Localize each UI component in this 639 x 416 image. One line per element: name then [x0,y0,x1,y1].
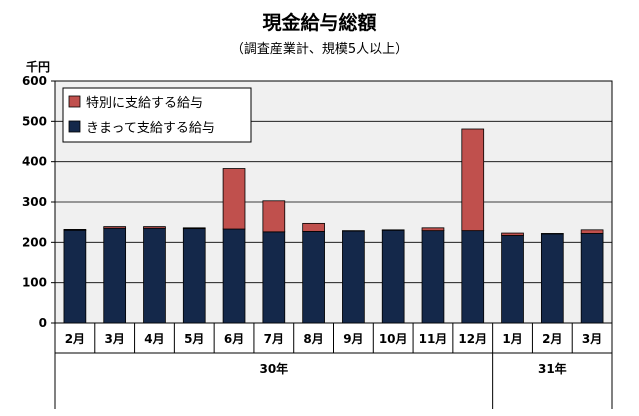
chart-subtitle: （調査産業計、規模5人以上） [230,42,409,57]
legend-swatch [68,95,81,108]
x-tick-label: 1月 [502,332,522,346]
bar-segment-special [501,232,524,236]
x-tick-label: 2月 [542,332,562,346]
legend-box [62,87,252,143]
bar-segment-special [421,227,445,232]
bar-segment-special [580,229,604,234]
y-axis-unit-label: 千円 [26,60,51,74]
bar-segment-regular [501,235,524,324]
x-tick-label: 10月 [379,332,408,346]
y-tick-label: 200 [22,235,47,249]
bar-segment-special [63,229,87,231]
y-tick-label: 0 [39,316,47,330]
y-tick-label: 300 [22,195,47,209]
x-tick-label: 9月 [343,332,363,346]
bar-segment-regular [63,229,87,324]
chart-title: 現金給与総額 [262,12,377,34]
legend-label: きまって支給する給与 [86,121,215,136]
x-tick-label: 8月 [303,332,323,346]
bar-segment-regular [302,231,325,324]
bar-segment-regular [103,227,127,324]
y-tick-label: 400 [22,155,47,169]
year-group-label: 30年 [259,361,288,376]
bar-segment-regular [580,233,604,324]
x-tick-label: 7月 [264,332,284,346]
x-tick-label: 3月 [104,332,124,346]
bar-segment-regular [540,233,564,324]
x-tick-label: 12月 [458,332,487,346]
legend-label: 特別に支給する給与 [86,96,203,111]
x-tick-label: 11月 [419,332,448,346]
x-tick-label: 3月 [582,332,602,346]
x-tick-label: 2月 [65,332,85,346]
bar-segment-special [103,226,127,229]
bar-segment-special [461,128,485,232]
bar-segment-regular [143,227,166,324]
bar-segment-special [262,200,286,233]
bar-segment-special [143,226,166,229]
bar-segment-regular [421,230,445,324]
bar-segment-regular [262,231,286,324]
bar-segment-special [302,222,325,232]
bar-segment-regular [461,230,485,324]
x-tick-label: 6月 [224,332,244,346]
bar-segment-regular [222,228,246,324]
x-tick-label: 4月 [144,332,164,346]
bar-segment-special [182,227,206,230]
bar-segment-regular [182,228,206,324]
y-tick-label: 600 [22,74,47,88]
bar-segment-special [222,168,246,230]
bar-segment-regular [381,229,405,324]
x-tick-label: 5月 [184,332,204,346]
year-group-label: 31年 [538,361,567,376]
legend-swatch [68,120,81,133]
bar-segment-regular [342,230,365,324]
y-tick-label: 500 [22,114,47,128]
y-tick-label: 100 [22,276,47,290]
